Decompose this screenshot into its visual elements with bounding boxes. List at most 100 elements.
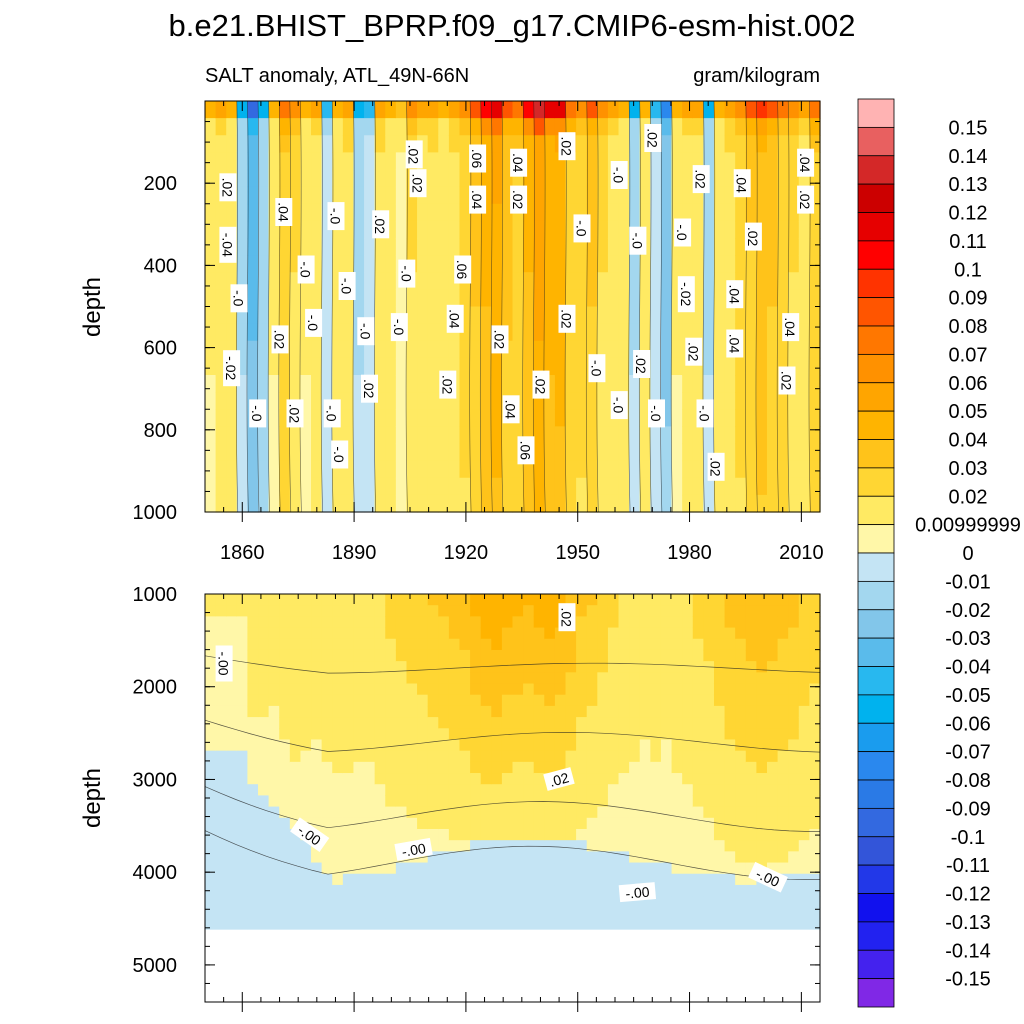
lower-cell bbox=[300, 840, 312, 852]
lower-cell bbox=[565, 750, 577, 763]
upper-cell bbox=[756, 152, 768, 171]
lower-cell bbox=[353, 605, 365, 617]
lower-cell bbox=[279, 817, 291, 830]
lower-cell bbox=[735, 728, 747, 741]
contour-label-bg bbox=[446, 304, 464, 333]
upper-cell bbox=[353, 460, 365, 479]
upper-cell bbox=[215, 409, 227, 427]
upper-cell bbox=[766, 101, 779, 119]
lower-cell bbox=[342, 773, 355, 785]
upper-cell bbox=[311, 460, 323, 479]
lower-cell bbox=[671, 638, 683, 651]
lower-cell bbox=[480, 694, 492, 707]
upper-cell bbox=[491, 392, 503, 410]
lower-cell bbox=[660, 739, 673, 752]
lower-cell bbox=[639, 784, 651, 796]
upper-cell bbox=[724, 426, 736, 445]
lower-cell bbox=[554, 795, 567, 808]
contour-label-bg bbox=[290, 817, 330, 852]
lower-cell bbox=[745, 739, 757, 752]
upper-cell bbox=[321, 101, 333, 119]
lower-cell bbox=[703, 605, 715, 617]
lower-contour-line bbox=[204, 655, 821, 674]
x-tick-label: 1860 bbox=[220, 542, 265, 564]
lower-cell bbox=[332, 672, 344, 685]
lower-cell bbox=[682, 773, 694, 785]
lower-cell bbox=[607, 840, 620, 852]
lower-cell bbox=[512, 873, 524, 886]
upper-cell bbox=[342, 238, 355, 256]
lower-cell bbox=[236, 784, 249, 796]
upper-cell bbox=[692, 426, 704, 445]
lower-cell bbox=[629, 806, 641, 819]
lower-cell bbox=[311, 884, 323, 897]
lower-cell bbox=[417, 773, 429, 785]
lower-cell bbox=[342, 784, 355, 796]
lower-cell bbox=[300, 661, 312, 673]
upper-cell bbox=[353, 272, 365, 290]
contour-label-bg bbox=[510, 148, 528, 177]
upper-cell bbox=[650, 375, 662, 393]
upper-cell bbox=[512, 494, 524, 513]
lower-cell bbox=[576, 828, 588, 841]
lower-cell bbox=[236, 795, 249, 808]
lower-cell bbox=[554, 873, 567, 886]
upper-cell bbox=[395, 392, 408, 410]
upper-cell bbox=[300, 186, 312, 205]
lower-cell bbox=[321, 672, 333, 685]
lower-cell bbox=[735, 683, 747, 696]
lower-cell bbox=[438, 672, 450, 685]
lower-cell bbox=[607, 594, 620, 606]
lower-cell bbox=[629, 705, 641, 718]
lower-cell bbox=[268, 717, 280, 729]
lower-cell bbox=[215, 918, 227, 931]
lower-cell bbox=[342, 828, 355, 841]
lower-cell bbox=[364, 873, 376, 886]
lower-cell bbox=[342, 884, 355, 897]
upper-cell bbox=[321, 186, 333, 205]
lower-cell bbox=[756, 694, 768, 707]
lower-cell bbox=[268, 638, 280, 651]
lower-cell bbox=[735, 739, 747, 752]
upper-cell bbox=[639, 101, 651, 119]
lower-cell bbox=[533, 605, 545, 617]
lower-cell bbox=[607, 605, 620, 617]
lower-cell bbox=[586, 717, 598, 729]
upper-cell bbox=[735, 443, 747, 462]
lower-cell bbox=[724, 638, 736, 651]
lower-cell bbox=[618, 851, 630, 864]
contour-label: .02 bbox=[409, 169, 427, 198]
upper-cell bbox=[289, 306, 302, 325]
lower-cell bbox=[448, 795, 461, 808]
lower-cell bbox=[417, 638, 429, 651]
lower-cell bbox=[470, 884, 482, 897]
lower-cell bbox=[650, 683, 662, 696]
lower-cell bbox=[533, 761, 545, 774]
upper-cell bbox=[682, 409, 694, 427]
lower-cell bbox=[215, 862, 227, 875]
lower-cell bbox=[332, 605, 344, 617]
upper-cell bbox=[385, 477, 397, 496]
lower-cell bbox=[798, 605, 810, 617]
lower-cell bbox=[247, 795, 259, 808]
upper-cell bbox=[586, 169, 598, 188]
contour-label-bg bbox=[677, 276, 695, 313]
upper-cell bbox=[268, 255, 280, 273]
upper-cell bbox=[480, 494, 492, 513]
upper-cell bbox=[268, 203, 280, 222]
upper-cell bbox=[258, 443, 270, 462]
lower-cell bbox=[332, 773, 344, 785]
lower-cell bbox=[374, 806, 386, 819]
upper-cell bbox=[311, 152, 323, 171]
upper-cell bbox=[215, 323, 227, 342]
upper-cell bbox=[289, 101, 302, 119]
upper-cell bbox=[470, 426, 482, 445]
upper-cell bbox=[268, 460, 280, 479]
lower-cell bbox=[586, 896, 598, 908]
upper-cell bbox=[417, 340, 429, 359]
lower-cell bbox=[215, 896, 227, 908]
upper-cell bbox=[364, 238, 376, 256]
upper-cell bbox=[671, 152, 683, 171]
upper-cell bbox=[236, 443, 249, 462]
upper-cell bbox=[491, 426, 503, 445]
